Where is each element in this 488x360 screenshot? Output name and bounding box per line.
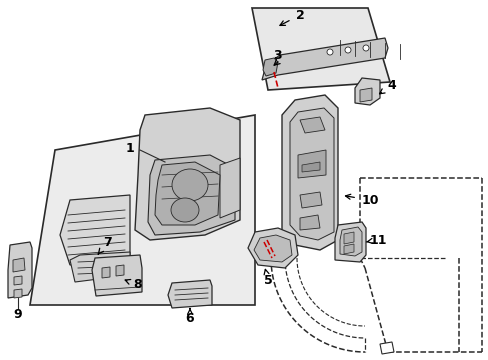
Polygon shape (354, 78, 379, 105)
Circle shape (345, 47, 350, 53)
Text: 11: 11 (366, 234, 386, 247)
Polygon shape (334, 222, 365, 262)
Polygon shape (220, 158, 240, 218)
Text: 10: 10 (345, 194, 378, 207)
Text: 2: 2 (279, 9, 304, 26)
Polygon shape (155, 162, 220, 225)
Polygon shape (168, 280, 212, 308)
Polygon shape (299, 215, 319, 230)
Polygon shape (247, 228, 297, 268)
Polygon shape (253, 235, 291, 262)
Polygon shape (148, 155, 235, 235)
Polygon shape (339, 227, 361, 256)
Text: 8: 8 (125, 279, 142, 292)
Polygon shape (14, 276, 22, 285)
Polygon shape (302, 162, 319, 172)
Circle shape (326, 49, 332, 55)
Polygon shape (70, 252, 130, 282)
Polygon shape (102, 267, 110, 278)
Polygon shape (13, 258, 25, 272)
Polygon shape (251, 8, 389, 90)
Circle shape (362, 45, 368, 51)
Polygon shape (289, 108, 333, 240)
Polygon shape (30, 115, 254, 305)
Polygon shape (135, 108, 240, 240)
Polygon shape (297, 150, 325, 178)
Polygon shape (299, 117, 325, 133)
Polygon shape (379, 342, 393, 354)
Text: 6: 6 (185, 309, 194, 324)
Text: 3: 3 (273, 49, 282, 62)
Text: 5: 5 (263, 269, 272, 287)
Polygon shape (92, 255, 142, 296)
Polygon shape (359, 88, 371, 102)
Polygon shape (263, 58, 278, 76)
Polygon shape (343, 244, 353, 254)
Polygon shape (8, 242, 32, 298)
Polygon shape (282, 95, 337, 250)
Polygon shape (299, 192, 321, 208)
Text: 7: 7 (98, 235, 112, 254)
Polygon shape (343, 232, 353, 244)
Ellipse shape (171, 198, 199, 222)
Polygon shape (60, 195, 130, 265)
Text: 1: 1 (125, 141, 134, 154)
Polygon shape (262, 38, 387, 80)
Ellipse shape (172, 169, 207, 201)
Text: 4: 4 (379, 78, 396, 94)
Polygon shape (14, 289, 22, 298)
Polygon shape (116, 265, 124, 276)
Text: 9: 9 (14, 309, 22, 321)
